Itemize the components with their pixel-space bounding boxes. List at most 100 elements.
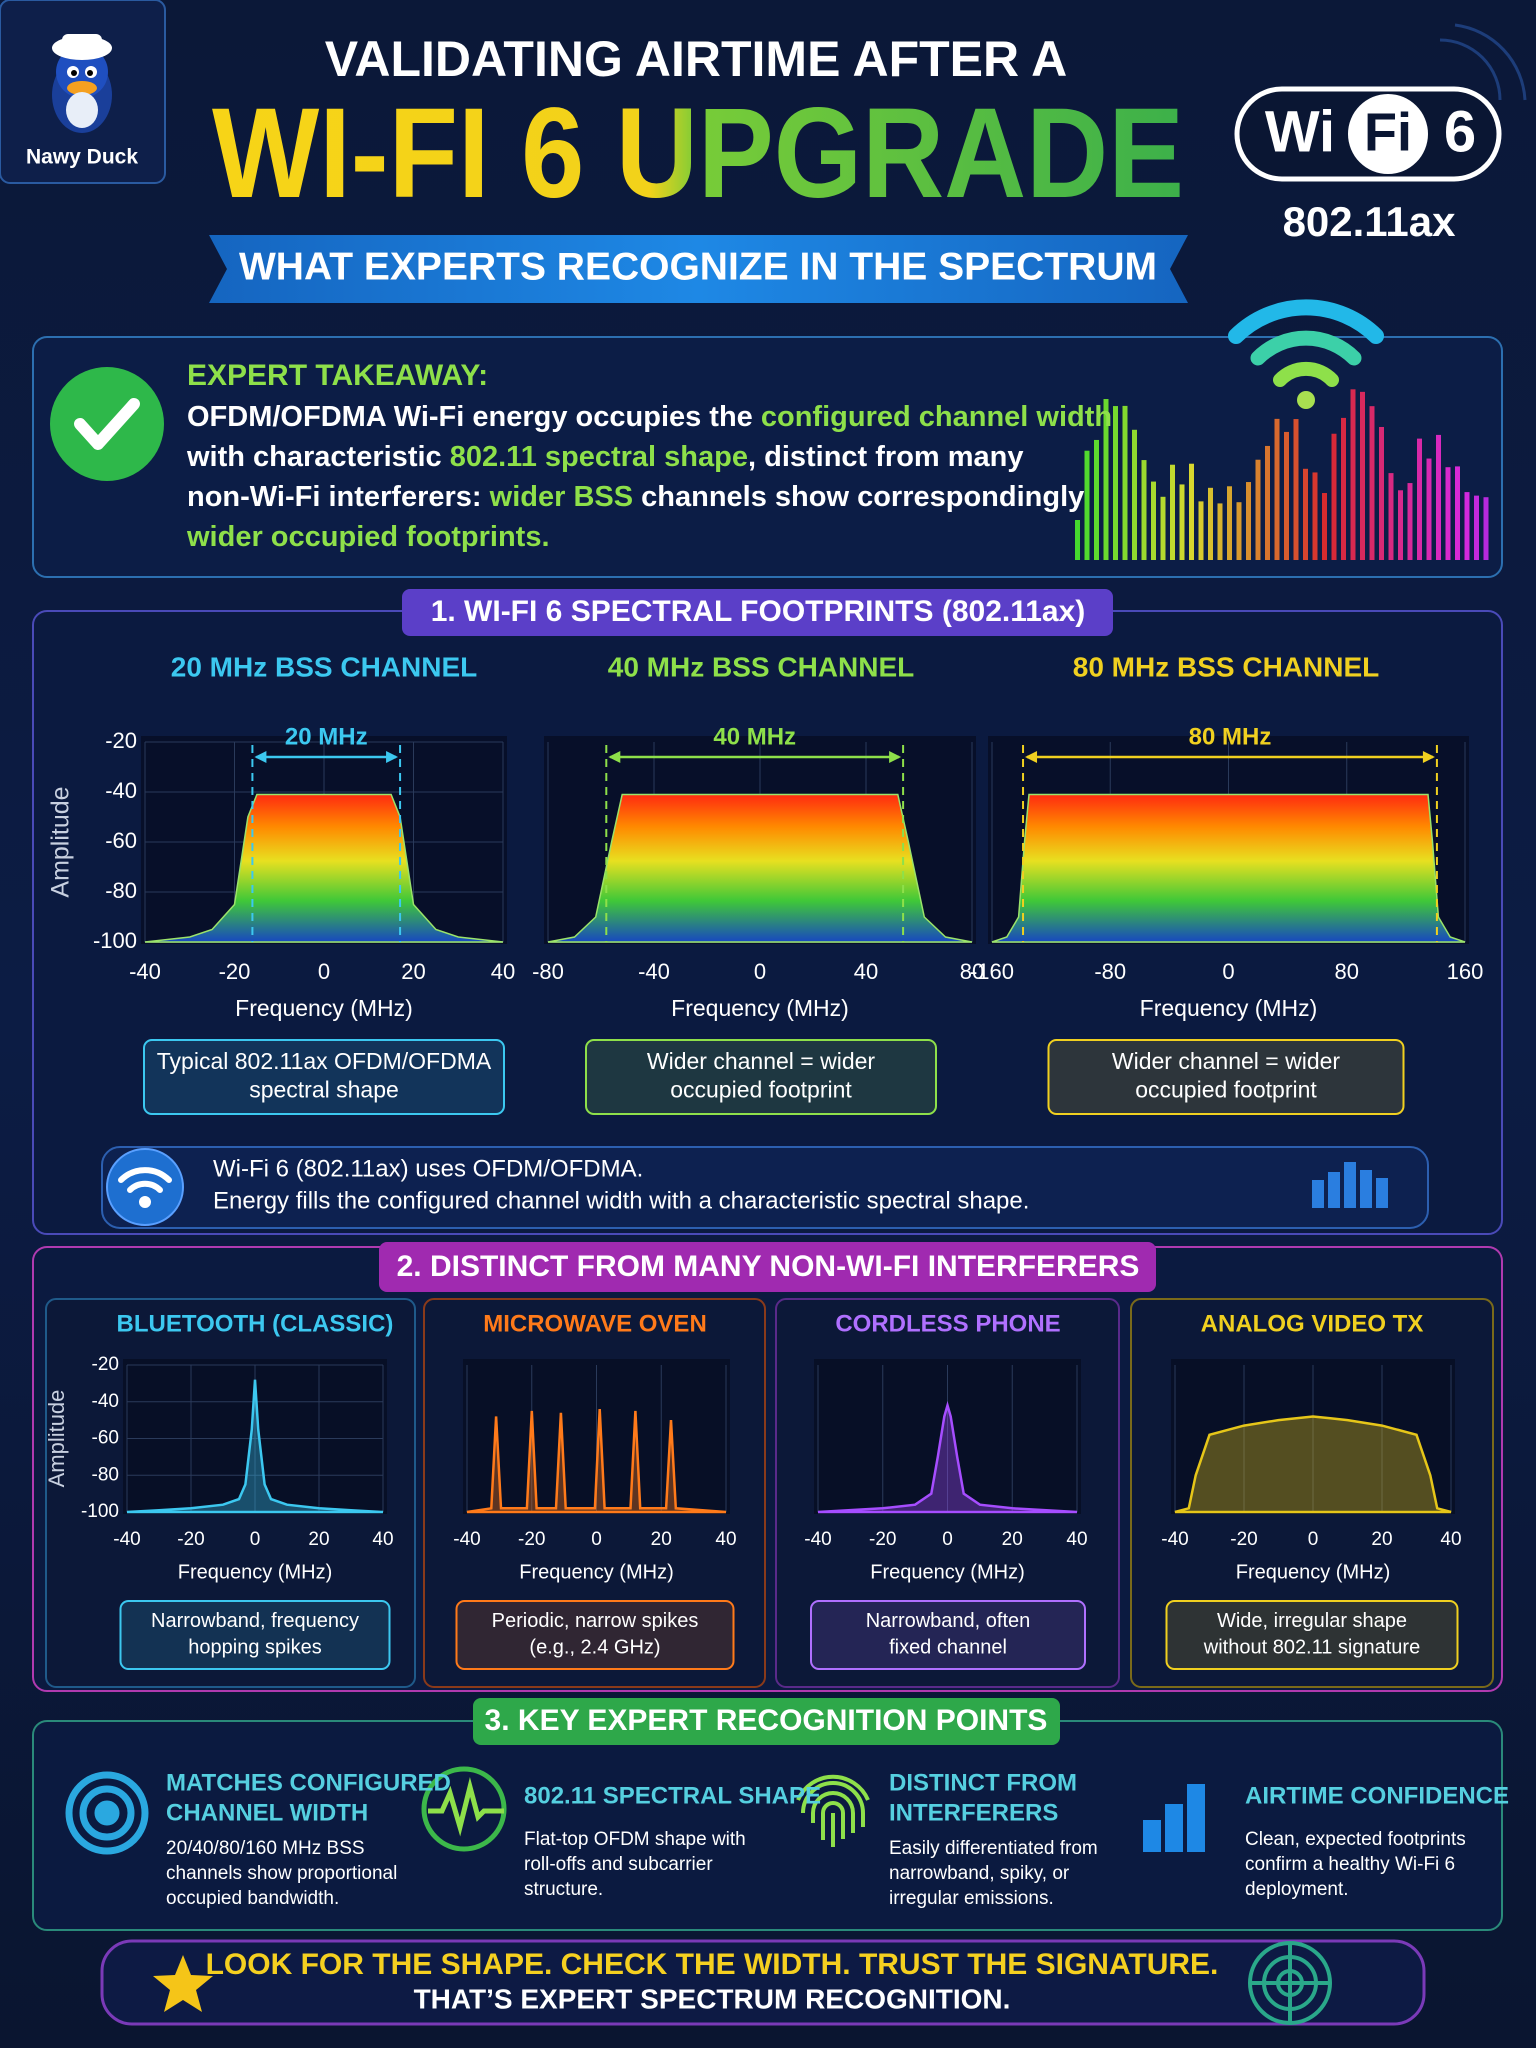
- band-label: 20 MHz: [285, 723, 368, 750]
- x-tick-label: -20: [869, 1529, 896, 1550]
- y-tick-label: -80: [105, 878, 137, 903]
- takeaway-segment: channels show correspondingly: [633, 481, 1084, 513]
- note-box: [1165, 1600, 1459, 1670]
- x-tick-label: 0: [754, 959, 766, 984]
- takeaway-segment: 802.11 spectral shape: [450, 441, 748, 473]
- decor-bar: [1236, 502, 1242, 560]
- point-title: DISTINCT FROM: [889, 1769, 1077, 1796]
- note-box: [810, 1600, 1086, 1670]
- arrow-head: [889, 751, 902, 763]
- x-axis-label: Frequency (MHz): [178, 1561, 332, 1583]
- note-text: Narrowband, often: [866, 1610, 1031, 1632]
- title-line1: VALIDATING AIRTIME AFTER A: [325, 31, 1068, 87]
- x-axis-label: Frequency (MHz): [1236, 1561, 1390, 1583]
- x-tick-label: 40: [715, 1529, 736, 1550]
- check-icon: [50, 367, 164, 481]
- decor-bar: [1255, 459, 1261, 560]
- decor-bar: [1284, 431, 1289, 560]
- decor-bar: [1360, 391, 1365, 560]
- y-tick-label: -100: [81, 1501, 119, 1522]
- x-tick-label: 0: [1308, 1529, 1319, 1550]
- y-tick-label: -20: [92, 1354, 119, 1375]
- chart-title: BLUETOOTH (CLASSIC): [117, 1310, 394, 1337]
- decor-bar: [1341, 417, 1346, 560]
- arrow-head: [1422, 751, 1435, 763]
- x-tick-label: 0: [942, 1529, 953, 1550]
- point-title: 802.11 SPECTRAL SHAPE: [524, 1782, 821, 1809]
- arrow-head: [386, 751, 399, 763]
- decor-bar: [1455, 466, 1460, 560]
- section3-pill: [473, 1698, 1060, 1745]
- decor-bar: [1113, 406, 1118, 560]
- point-description: occupied bandwidth.: [166, 1888, 339, 1909]
- decor-bar: [1388, 473, 1394, 560]
- decor-bar: [1350, 389, 1356, 560]
- decor-bar: [1274, 418, 1280, 560]
- decor-bar: [1312, 472, 1318, 560]
- decor-bar: [1303, 468, 1308, 560]
- band-label: 40 MHz: [713, 723, 796, 750]
- icon-pulse: [421, 1766, 507, 1852]
- point-description: confirm a healthy Wi-Fi 6: [1245, 1854, 1455, 1875]
- x-tick-label: -40: [1161, 1529, 1188, 1550]
- info-icon: [106, 1148, 184, 1226]
- decor-bar: [1426, 458, 1432, 560]
- note-text: Periodic, narrow spikes: [492, 1610, 699, 1632]
- x-tick-label: -20: [219, 959, 251, 984]
- x-tick-label: -40: [638, 959, 670, 984]
- note-text: occupied footprint: [1135, 1076, 1317, 1102]
- spectrum-area: [144, 793, 504, 943]
- takeaway-segment: non-Wi-Fi interferers:: [187, 481, 490, 513]
- decor-wifi: [1228, 299, 1384, 409]
- point-title: MATCHES CONFIGURED: [166, 1769, 451, 1796]
- y-axis-label: Amplitude: [44, 1390, 69, 1488]
- note-box: [585, 1039, 937, 1115]
- badge-six: 6: [1444, 99, 1476, 164]
- point-title: CHANNEL WIDTH: [166, 1799, 368, 1826]
- icon-target: [65, 1771, 149, 1855]
- x-axis-label: Frequency (MHz): [671, 995, 849, 1021]
- x-tick-label: 20: [401, 959, 425, 984]
- section3-heading: 3. KEY EXPERT RECOGNITION POINTS: [485, 1704, 1048, 1737]
- decor-bar: [1265, 445, 1270, 560]
- note-text: Narrowband, frequency: [151, 1610, 359, 1632]
- note-text: Wide, irregular shape: [1217, 1610, 1407, 1632]
- decor-bar: [1322, 493, 1327, 560]
- note-text: (e.g., 2.4 GHz): [529, 1636, 660, 1658]
- note-box: [1047, 1039, 1405, 1115]
- x-tick-label: -40: [804, 1529, 831, 1550]
- icon-bars: [1143, 1784, 1205, 1852]
- point-description: 20/40/80/160 MHz BSS: [166, 1838, 365, 1859]
- info-text: Wi-Fi 6 (802.11ax) uses OFDM/OFDMA.: [213, 1155, 643, 1182]
- brand-name: Nawy Duck: [26, 146, 138, 169]
- decor-bar: [1217, 503, 1223, 560]
- arrow-head: [608, 751, 621, 763]
- decor-bar: [1103, 399, 1109, 560]
- chart-title: CORDLESS PHONE: [835, 1310, 1060, 1337]
- x-tick-label: -20: [177, 1529, 204, 1550]
- decor-bar: [1084, 450, 1090, 560]
- decor-bar: [1379, 426, 1384, 560]
- note-text: spectral shape: [249, 1076, 399, 1102]
- takeaway-heading: EXPERT TAKEAWAY:: [187, 359, 488, 392]
- note-box: [455, 1600, 735, 1670]
- x-tick-label: 80: [960, 959, 984, 984]
- takeaway-segment: , distinct from many: [748, 441, 1024, 473]
- info-text: Energy fills the configured channel widt…: [213, 1187, 1029, 1214]
- chart-title: 80 MHz BSS CHANNEL: [1073, 651, 1379, 682]
- note-text: hopping spikes: [188, 1636, 321, 1658]
- x-tick-label: 160: [1447, 959, 1484, 984]
- decor-bar: [1398, 490, 1403, 560]
- x-tick-label: 20: [651, 1529, 672, 1550]
- x-axis-label: Frequency (MHz): [235, 995, 413, 1021]
- decor-bar: [1483, 497, 1489, 560]
- x-axis-label: Frequency (MHz): [870, 1561, 1024, 1583]
- y-tick-label: -100: [93, 928, 137, 953]
- x-tick-label: 20: [1371, 1529, 1392, 1550]
- decor-bar: [1445, 467, 1451, 560]
- badge-wi: Wi: [1265, 99, 1335, 164]
- decor-bar: [1407, 483, 1413, 560]
- y-tick-label: -20: [105, 728, 137, 753]
